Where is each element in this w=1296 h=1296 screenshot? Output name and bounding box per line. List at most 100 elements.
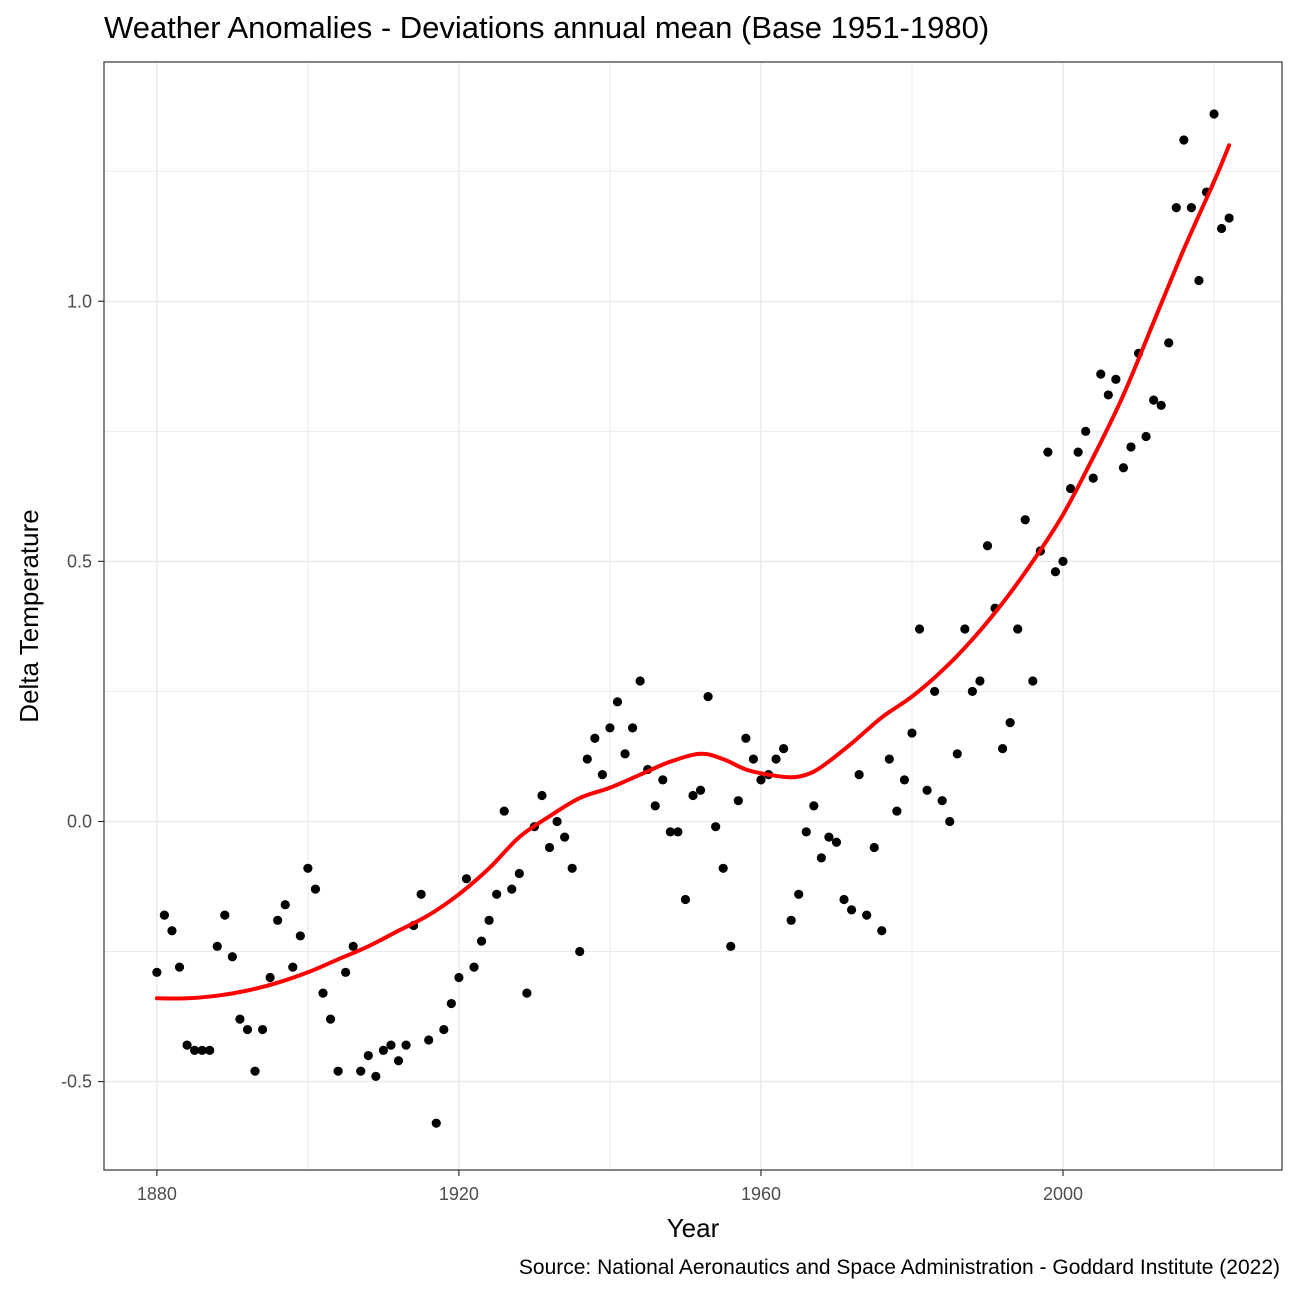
y-axis-ticks: -0.5 0.0 0.5 1.0: [61, 291, 104, 1092]
data-point: [522, 988, 532, 998]
data-point: [914, 624, 925, 634]
data-point: [212, 941, 222, 951]
trend-line: [154, 143, 1232, 1001]
data-point: [1179, 135, 1189, 145]
x-axis-title: Year: [667, 1213, 720, 1243]
data-point: [424, 1035, 434, 1045]
data-point: [159, 910, 170, 920]
data-point: [1216, 223, 1227, 234]
data-point: [1111, 374, 1121, 384]
data-point: [1020, 515, 1030, 525]
data-point: [1028, 676, 1038, 686]
data-point: [325, 1014, 336, 1024]
data-point: [877, 926, 887, 936]
data-point: [560, 832, 570, 842]
data-point: [1164, 338, 1174, 348]
data-point: [1209, 109, 1219, 119]
data-point: [371, 1071, 381, 1081]
data-point: [499, 806, 509, 816]
data-point: [907, 728, 917, 738]
data-point: [899, 775, 910, 785]
data-point: [605, 723, 615, 733]
major-gridlines: [104, 62, 1282, 1170]
data-point: [824, 832, 834, 842]
data-point: [884, 754, 894, 764]
data-point: [1194, 275, 1204, 286]
data-point: [945, 816, 955, 827]
data-point: [205, 1045, 215, 1055]
data-point: [469, 962, 479, 972]
data-point: [809, 801, 819, 811]
data-point: [1141, 431, 1151, 442]
data-point: [703, 692, 713, 702]
data-point: [235, 1014, 245, 1024]
data-point: [741, 733, 751, 743]
data-point: [544, 842, 555, 853]
data-point: [975, 676, 985, 686]
data-point: [288, 962, 298, 972]
data-point: [507, 884, 517, 894]
data-point: [846, 905, 857, 915]
data-point: [227, 952, 237, 962]
data-point: [869, 842, 879, 853]
chart-title: Weather Anomalies - Deviations annual me…: [104, 10, 990, 45]
data-point: [1118, 463, 1129, 473]
data-point: [1103, 390, 1113, 400]
data-point: [273, 915, 283, 925]
data-point: [552, 816, 562, 827]
panel-border: [103, 61, 1283, 1171]
data-point: [174, 962, 185, 972]
data-point: [771, 754, 781, 764]
data-point: [257, 1024, 268, 1035]
data-point: [748, 754, 759, 764]
data-point: [401, 1040, 411, 1050]
data-point: [386, 1040, 396, 1050]
data-point: [1058, 556, 1068, 566]
minor-gridlines: [104, 62, 1282, 1170]
data-point: [1081, 426, 1091, 436]
data-point: [1096, 369, 1106, 379]
data-point: [922, 785, 932, 795]
data-point: [779, 744, 789, 754]
data-point: [454, 972, 464, 983]
data-point: [197, 1045, 207, 1055]
data-point: [303, 863, 313, 873]
data-point: [786, 915, 796, 925]
data-point: [567, 863, 577, 873]
data-point: [718, 863, 728, 873]
data-point: [1171, 203, 1181, 213]
y-tick-label: 0.0: [67, 811, 92, 831]
data-point: [1043, 447, 1053, 457]
data-point: [726, 941, 736, 951]
data-point: [348, 941, 358, 951]
data-point: [612, 697, 623, 707]
data-point: [590, 733, 600, 743]
data-point: [1065, 483, 1076, 494]
data-point: [635, 676, 645, 686]
data-point: [393, 1056, 404, 1066]
data-point: [1073, 447, 1083, 457]
data-point: [688, 790, 698, 801]
data-point: [756, 775, 766, 785]
data-point: [650, 801, 660, 811]
data-point: [167, 926, 177, 936]
data-point: [982, 541, 993, 551]
data-point: [711, 822, 721, 832]
data-point: [967, 686, 977, 697]
data-point: [1088, 473, 1098, 483]
data-point: [892, 806, 902, 816]
data-point: [839, 894, 849, 905]
data-point: [816, 853, 826, 863]
data-point: [930, 686, 940, 697]
data-point: [960, 624, 970, 634]
data-point: [295, 931, 305, 941]
data-point: [597, 770, 607, 780]
data-point: [310, 884, 321, 894]
data-point: [1156, 400, 1166, 410]
x-tick-label: 1960: [741, 1184, 781, 1204]
data-point: [265, 972, 275, 983]
data-points: [152, 109, 1234, 1128]
data-point: [801, 827, 811, 837]
y-axis-title: Delta Temperature: [14, 509, 44, 722]
